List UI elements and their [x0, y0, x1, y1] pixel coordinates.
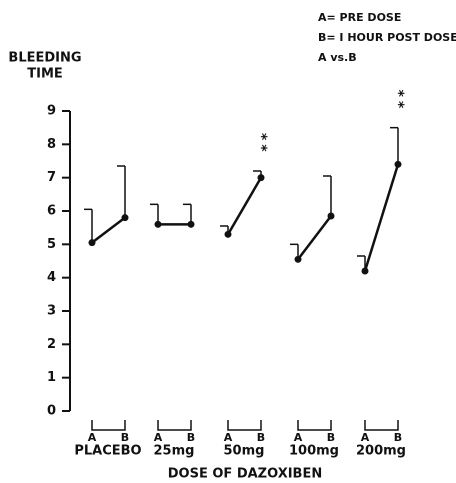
y-axis-label: TIME — [27, 67, 63, 82]
point — [394, 160, 402, 168]
y-tick-label: 6 — [47, 204, 56, 219]
point — [224, 230, 232, 238]
line — [297, 215, 332, 261]
significance: ** — [253, 133, 269, 156]
y-tick-label: 8 — [47, 137, 56, 152]
bracket — [297, 420, 332, 431]
x-tick-label: B — [257, 431, 265, 444]
x-tick-label: B — [394, 431, 402, 444]
legend-entry: A vs.B — [318, 51, 357, 64]
legend-entry: B= I HOUR POST DOSE — [318, 31, 456, 44]
x-tick-label: A — [154, 431, 163, 444]
point — [294, 255, 302, 263]
x-tick-label: B — [327, 431, 335, 444]
point — [154, 220, 162, 228]
x-tick-label: B — [187, 431, 195, 444]
group-label: 50mg — [224, 444, 265, 459]
line — [226, 177, 263, 235]
y-tick-label: 9 — [47, 104, 56, 119]
point — [121, 214, 129, 222]
point — [327, 212, 335, 220]
point — [187, 220, 195, 228]
x-tick-label: B — [121, 431, 129, 444]
point — [257, 174, 265, 182]
bracket — [227, 420, 262, 431]
point — [361, 267, 369, 275]
x-axis-label: DOSE OF DAZOXIBEN — [168, 467, 322, 482]
line — [91, 216, 126, 244]
line — [363, 163, 400, 272]
bracket — [157, 420, 192, 431]
y-tick-label: 1 — [47, 370, 56, 385]
x-tick-label: A — [361, 431, 370, 444]
y-tick-label: 5 — [47, 237, 56, 252]
y-axis-label: BLEEDING — [8, 51, 81, 66]
group-label: 100mg — [289, 444, 339, 459]
y-tick-label: 7 — [47, 170, 56, 185]
group-label: 200mg — [356, 444, 406, 459]
y-tick-label: 0 — [47, 404, 56, 419]
bracket — [91, 420, 126, 431]
point — [88, 239, 96, 247]
y-tick-label: 3 — [47, 304, 56, 319]
x-tick-label: A — [88, 431, 97, 444]
group-label: PLACEBO — [74, 444, 141, 459]
y-tick-label: 2 — [47, 337, 56, 352]
y-tick-label: 4 — [47, 270, 56, 285]
x-tick-label: A — [294, 431, 303, 444]
group-label: 25mg — [154, 444, 195, 459]
bracket — [364, 420, 399, 431]
significance: ** — [390, 90, 406, 113]
x-tick-label: A — [224, 431, 233, 444]
legend-entry: A= PRE DOSE — [318, 11, 401, 24]
